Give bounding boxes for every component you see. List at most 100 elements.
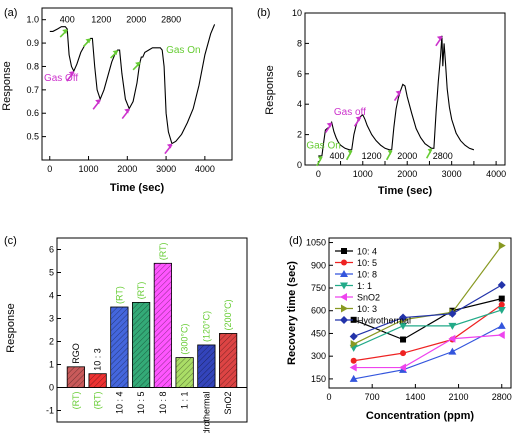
- panel-b-x-tick-label: 4000: [486, 169, 506, 179]
- panel-b-conc-label: 2800: [433, 151, 453, 161]
- panel-d-x-tick-label: 0: [326, 392, 331, 402]
- panel-b-series-line: [318, 35, 475, 157]
- gas-on-arrowhead: [112, 50, 118, 56]
- panel-b-frame: [304, 12, 506, 166]
- panel-a-y-ticks: 0.5 0.6 0.7 0.8 0.9 1.0: [26, 15, 46, 142]
- gas-off-arrowhead: [68, 71, 74, 77]
- panel-a-conc-label: 400: [60, 15, 75, 25]
- gas-on-arrowhead: [347, 149, 352, 155]
- panel-b-y-ticks: 0 2 4 6 8 10: [292, 8, 309, 170]
- panel-c-category-label: 1 : 1: [180, 392, 190, 410]
- panel-c-bar-hatch: [219, 333, 237, 388]
- panel-d-y-ticks: 150 300 450 600 750 900 1050: [306, 238, 333, 384]
- panel-a-x-tick-label: 0: [47, 164, 52, 174]
- panel-a-series-line: [49, 24, 216, 145]
- panel-d-point: [350, 340, 358, 349]
- panel-c-category-label: 10 : 4: [114, 392, 124, 415]
- panel-d-point: [399, 363, 407, 372]
- panel-b-y-tick-label: 8: [297, 38, 302, 48]
- panel-b-conc-label: 2000: [397, 151, 417, 161]
- panel-c-y-tick-label: 6: [49, 245, 54, 255]
- panel-a-y-tick-label: 1.0: [26, 15, 39, 25]
- panel-d-legend-marker: [341, 259, 347, 266]
- panel-b: (b) 0 1000 2000 3000 4000 0 2 4 6 8 10 Time (sec)…: [257, 7, 506, 197]
- panel-b-y-label: Response: [264, 65, 276, 115]
- panel-d-point: [400, 350, 407, 357]
- panel-b-gas-on-label: Gas On: [306, 140, 340, 151]
- panel-d-point: [399, 322, 408, 330]
- panel-b-y-tick-label: 0: [297, 160, 302, 170]
- panel-b-x-tick-label: 1000: [353, 169, 373, 179]
- panel-c-bar-hatch: [67, 366, 85, 388]
- panel-d-point: [497, 306, 506, 314]
- panel-d-legend-label: Hydrothermal: [357, 316, 411, 326]
- panel-c-category-label: RGO: [71, 343, 81, 364]
- panel-d-legend-label: 10: 8: [357, 270, 377, 280]
- panel-c-y-tick-label: -1: [46, 406, 54, 416]
- panel-c-bar-hatch: [88, 373, 107, 388]
- panel-d-series-line: [353, 309, 502, 349]
- panel-d-point: [498, 295, 505, 302]
- panel-c-condition-label: (RT): [136, 282, 146, 300]
- panel-d-legend-label: 10: 4: [357, 247, 377, 257]
- panel-d-frame: [328, 237, 512, 389]
- panel-c-y-tick-label: 5: [49, 268, 54, 278]
- panel-d-point: [350, 316, 357, 323]
- panel-d-legend-label: 1: 1: [357, 281, 372, 291]
- gas-on-arrowhead: [85, 38, 91, 44]
- panel-c-bar-hatch: [175, 357, 194, 388]
- gas-off-arrowhead: [326, 122, 332, 128]
- gas-off-arrowhead: [166, 143, 172, 149]
- panel-d-series-line: [353, 298, 502, 341]
- panel-c-condition-label: (RT): [114, 286, 124, 304]
- panel-b-annotations: 400 1200 2000 2800 Gas On Gas off: [306, 35, 453, 167]
- panel-d-x-label: Concentration (ppm): [366, 410, 474, 422]
- panel-b-x-label: Time (sec): [378, 185, 433, 197]
- panel-d-series-line: [353, 304, 503, 362]
- panel-c-y-tick-label: 0: [49, 383, 54, 393]
- panel-d-point: [497, 330, 505, 339]
- panel-c-category-label: Hydrothermal: [201, 392, 211, 433]
- panel-c-condition-label: (RT): [158, 242, 168, 260]
- panel-d-legend-marker: [340, 316, 348, 324]
- panel-b-conc-label: 1200: [362, 151, 382, 161]
- panel-d-y-tick-label: 750: [311, 283, 326, 293]
- panel-c-bar-hatch: [154, 263, 172, 388]
- panel-d-legend-marker: [341, 248, 347, 254]
- panel-d-y-tick-label: 600: [311, 306, 326, 316]
- panel-a-frame: [41, 7, 233, 161]
- panel-c-category-label: 10 : 3: [93, 348, 103, 371]
- panel-c-category-label: SnO2: [223, 392, 233, 415]
- panel-d-series: [349, 241, 506, 382]
- panel-b-gas-off-label: Gas off: [334, 107, 366, 118]
- panel-a: (a) 0 1000 2000 3000 4000 0.5 0.6 0.7 0.8 0.9 1.0…: [1, 7, 233, 194]
- panel-d-point: [349, 374, 358, 382]
- gas-on-arrowhead: [62, 29, 68, 35]
- panel-a-x-tick-label: 4000: [195, 164, 215, 174]
- panel-d-point: [498, 301, 505, 308]
- panel-b-x-tick-label: 3000: [442, 169, 462, 179]
- panel-b-x-ticks: 0 1000 2000 3000 4000: [316, 161, 506, 179]
- panel-a-y-label: Response: [1, 61, 13, 111]
- panel-a-y-tick-label: 0.5: [26, 132, 39, 142]
- panel-a-y-tick-label: 0.6: [26, 108, 39, 118]
- panel-c-frame: [56, 237, 248, 423]
- panel-d-y-tick-label: 900: [311, 260, 326, 270]
- panel-d-point: [349, 363, 357, 372]
- panel-a-y-tick-label: 0.8: [26, 61, 39, 71]
- panel-d-x-tick-label: 1400: [405, 392, 425, 402]
- panel-d-point: [498, 241, 506, 250]
- gas-on-arrowhead: [135, 61, 141, 67]
- panel-d-point: [400, 336, 407, 343]
- panel-d-point: [350, 357, 357, 364]
- gas-off-arrowhead: [395, 90, 401, 96]
- panel-d-label: (d): [289, 235, 302, 247]
- panel-a-conc-label: 1200: [91, 15, 111, 25]
- panel-a-y-tick-label: 0.7: [26, 85, 39, 95]
- panel-d-legend-marker: [340, 282, 348, 290]
- panel-a-x-label: Time (sec): [110, 182, 165, 194]
- gas-on-arrowhead: [427, 148, 432, 154]
- panel-c-condition-label: (120°C): [201, 311, 211, 342]
- panel-d-series-line: [353, 334, 502, 369]
- panel-a-annotations: 400 1200 2000 2800 Gas On Gas Off: [44, 15, 201, 155]
